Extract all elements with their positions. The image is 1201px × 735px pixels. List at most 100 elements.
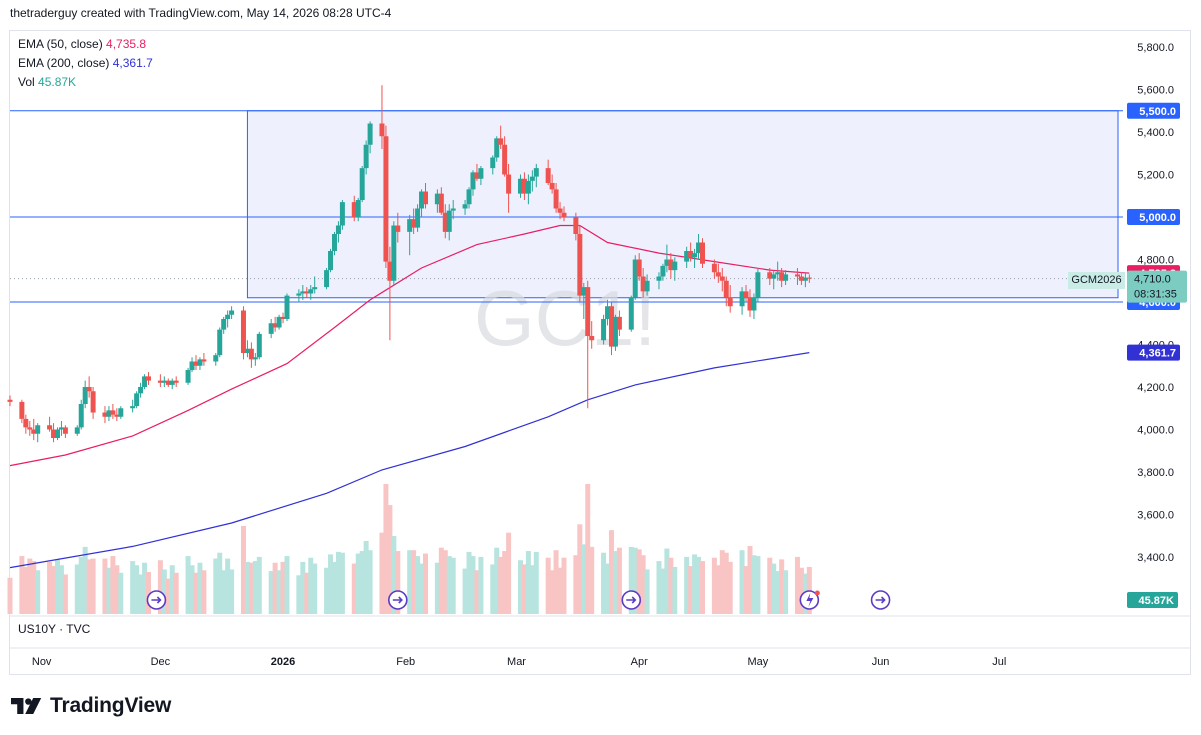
candle-body: [517, 178, 523, 194]
candle-body: [636, 259, 642, 277]
candle-body: [474, 172, 480, 179]
candle: [521, 172, 527, 200]
candle: [201, 353, 207, 366]
volume-bar: [185, 556, 191, 614]
volume-bar: [201, 570, 207, 614]
candle: [134, 391, 140, 409]
candle-body: [173, 380, 179, 383]
legend-ema200[interactable]: EMA (200, close) 4,361.7: [18, 54, 153, 73]
volume-bar: [668, 557, 674, 614]
candle-body: [616, 316, 622, 330]
candle-body: [331, 234, 337, 251]
range-box: [246, 110, 1119, 299]
candle: [696, 234, 702, 260]
volume-bar: [197, 562, 203, 614]
volume-bar: [498, 556, 504, 614]
y-tick-label: 5,200.0: [1137, 170, 1174, 182]
candle: [407, 214, 413, 256]
volume-bar: [213, 558, 219, 614]
candle-body: [466, 189, 472, 205]
volume-bar: [367, 550, 373, 614]
candle: [743, 285, 749, 302]
candle: [58, 421, 64, 436]
ema200-price-tag: [1127, 344, 1180, 361]
candle: [605, 299, 611, 326]
volume-bar: [549, 570, 555, 614]
candle-body: [138, 387, 144, 394]
candle: [549, 174, 555, 194]
economic-event-icon[interactable]: [870, 590, 891, 610]
y-tick-label: 5,400.0: [1137, 127, 1174, 139]
volume-bar: [324, 567, 330, 614]
candle: [268, 319, 274, 339]
candle-body: [608, 306, 614, 347]
candle: [395, 212, 401, 243]
candle: [221, 316, 227, 334]
candle-body: [668, 259, 674, 271]
candle: [280, 312, 286, 324]
candle-body: [221, 319, 227, 330]
volume-bar: [783, 570, 789, 614]
tradingview-logo[interactable]: TradingView: [11, 694, 171, 718]
candle-body: [134, 393, 140, 407]
candle-body: [395, 225, 401, 232]
candle: [331, 231, 337, 256]
candle: [446, 204, 452, 241]
volume-bar: [161, 569, 167, 614]
countdown-timer: 08:31:35: [1134, 289, 1177, 301]
level-price-tag: [1127, 102, 1180, 119]
candle-body: [664, 259, 670, 266]
candle-body: [244, 348, 250, 353]
economic-event-icon[interactable]: [146, 590, 167, 610]
candle: [747, 289, 753, 317]
volume-bar: [173, 572, 179, 614]
candle: [146, 372, 151, 385]
volume-bar: [557, 567, 563, 614]
volume-bar: [692, 554, 698, 614]
legend-ema50[interactable]: EMA (50, close) 4,735.8: [18, 35, 153, 54]
x-tick-label: 2026: [271, 656, 295, 668]
candle-body: [794, 274, 800, 277]
candle-body: [355, 200, 361, 217]
volume-bar: [134, 565, 140, 614]
candle-body: [557, 208, 563, 213]
candle-body: [494, 138, 500, 158]
candle: [656, 272, 662, 290]
volume-bar: [798, 567, 804, 614]
candle-body: [783, 274, 789, 281]
candle: [324, 268, 330, 290]
candle-body: [197, 359, 203, 366]
volume-bar: [312, 563, 318, 614]
economic-event-icon[interactable]: [621, 590, 642, 610]
volume-bar: [256, 556, 262, 614]
candle-body: [688, 251, 694, 258]
y-tick-label: 3,600.0: [1137, 510, 1174, 522]
candle: [767, 268, 773, 285]
legend-volume[interactable]: Vol 45.87K: [18, 73, 153, 92]
volume-bar: [462, 568, 468, 614]
candle: [339, 200, 345, 230]
candle-body: [359, 168, 365, 200]
candle-body: [411, 219, 417, 228]
candle: [419, 189, 425, 217]
candle: [561, 206, 567, 222]
lower-pane-label[interactable]: US10Y · TVC: [18, 622, 91, 636]
candle-body: [35, 425, 41, 434]
legend-ema200-label: EMA (200, close): [18, 56, 110, 70]
volume-bar: [711, 557, 717, 614]
candle-body: [312, 287, 318, 290]
volume-bar: [296, 575, 302, 614]
earnings-flash-icon[interactable]: [799, 590, 820, 610]
candle-body: [692, 253, 698, 258]
candle-body: [739, 291, 745, 307]
volume-bar: [672, 566, 678, 614]
candle-body: [23, 418, 29, 428]
candle: [533, 163, 539, 188]
candle-body: [110, 410, 116, 415]
candle: [296, 289, 302, 302]
candle-body: [521, 178, 527, 194]
economic-event-icon[interactable]: [387, 590, 408, 610]
candle: [102, 406, 108, 424]
candle-body: [280, 316, 286, 319]
